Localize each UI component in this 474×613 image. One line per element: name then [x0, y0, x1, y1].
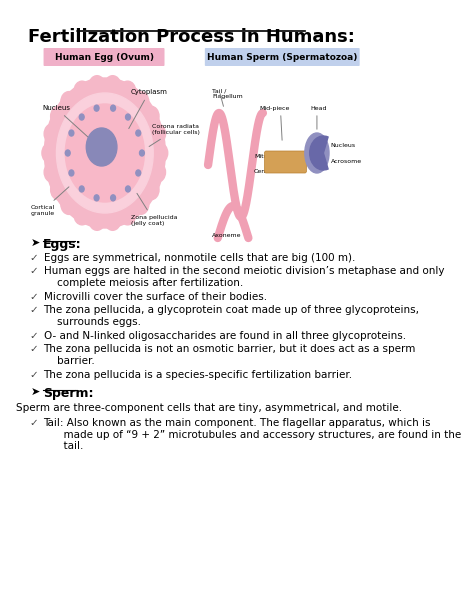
Text: Tail /
Flagellum: Tail / Flagellum — [212, 88, 243, 99]
Text: ✓: ✓ — [29, 370, 38, 380]
Circle shape — [119, 205, 136, 225]
Ellipse shape — [65, 104, 145, 202]
Text: ✓: ✓ — [29, 418, 38, 428]
Text: ✓: ✓ — [29, 344, 38, 354]
Circle shape — [51, 180, 67, 200]
Text: Fertilization Process in Humans:: Fertilization Process in Humans: — [27, 28, 355, 46]
Circle shape — [79, 114, 84, 120]
Circle shape — [149, 124, 165, 144]
Circle shape — [42, 143, 58, 163]
Circle shape — [126, 186, 130, 192]
Text: Eggs are symmetrical, nonmotile cells that are big (100 m).: Eggs are symmetrical, nonmotile cells th… — [44, 253, 355, 263]
Circle shape — [61, 91, 77, 112]
FancyBboxPatch shape — [264, 151, 307, 173]
Circle shape — [89, 210, 105, 230]
Text: Sperm:: Sperm: — [43, 387, 93, 400]
Circle shape — [149, 162, 165, 182]
Text: Human eggs are halted in the second meiotic division’s metaphase and only
    co: Human eggs are halted in the second meio… — [44, 266, 444, 287]
Circle shape — [69, 130, 74, 136]
Wedge shape — [310, 136, 328, 170]
Text: Mitochondria: Mitochondria — [254, 153, 295, 159]
Circle shape — [126, 114, 130, 120]
Ellipse shape — [305, 133, 329, 173]
Text: Corona radiata
(follicular cells): Corona radiata (follicular cells) — [149, 124, 200, 147]
Circle shape — [110, 195, 116, 201]
Text: ✓: ✓ — [29, 253, 38, 263]
Ellipse shape — [45, 78, 165, 228]
Circle shape — [94, 105, 99, 111]
Text: Acrosome: Acrosome — [331, 159, 362, 164]
Text: Zona pellucida
(jelly coat): Zona pellucida (jelly coat) — [131, 193, 177, 226]
Text: Nucleus: Nucleus — [42, 105, 95, 143]
Circle shape — [136, 130, 141, 136]
Text: Mid-piece: Mid-piece — [259, 106, 289, 111]
Circle shape — [143, 106, 159, 126]
Circle shape — [61, 194, 77, 215]
Circle shape — [152, 143, 168, 163]
Circle shape — [139, 150, 145, 156]
FancyBboxPatch shape — [205, 48, 360, 66]
Text: ✓: ✓ — [29, 292, 38, 302]
Text: Tail: Also known as the main component. The flagellar apparatus, which is
      : Tail: Also known as the main component. … — [44, 418, 461, 451]
Text: Eggs:: Eggs: — [43, 238, 82, 251]
Circle shape — [133, 194, 149, 215]
Text: Sperm are three-component cells that are tiny, asymmetrical, and motile.: Sperm are three-component cells that are… — [16, 403, 402, 413]
Circle shape — [74, 81, 90, 101]
Text: ✓: ✓ — [29, 266, 38, 276]
Text: Microvilli cover the surface of their bodies.: Microvilli cover the surface of their bo… — [44, 292, 267, 302]
Circle shape — [119, 81, 136, 101]
Circle shape — [105, 75, 121, 96]
Ellipse shape — [56, 93, 153, 213]
Circle shape — [89, 75, 105, 96]
Text: Centriole: Centriole — [254, 169, 283, 173]
Text: Nucleus: Nucleus — [331, 142, 356, 148]
Circle shape — [136, 170, 141, 176]
Text: Cytoplasm: Cytoplasm — [129, 89, 167, 129]
Circle shape — [79, 186, 84, 192]
Text: ✓: ✓ — [29, 331, 38, 341]
Circle shape — [65, 150, 70, 156]
Text: Axoneme: Axoneme — [212, 232, 242, 237]
Circle shape — [143, 180, 159, 200]
Circle shape — [133, 91, 149, 112]
Circle shape — [69, 170, 74, 176]
Text: Human Sperm (Spermatozoa): Human Sperm (Spermatozoa) — [207, 53, 357, 61]
Text: Head: Head — [310, 106, 327, 111]
Text: Human Egg (Ovum): Human Egg (Ovum) — [55, 53, 154, 61]
Text: ✓: ✓ — [29, 305, 38, 315]
Text: ➤: ➤ — [31, 238, 40, 248]
Circle shape — [110, 105, 116, 111]
Text: Cortical
granule: Cortical granule — [31, 187, 69, 216]
Circle shape — [51, 106, 67, 126]
Text: The zona pellucida is not an osmotic barrier, but it does act as a sperm
    bar: The zona pellucida is not an osmotic bar… — [44, 344, 416, 365]
Text: The zona pellucida, a glycoprotein coat made up of three glycoproteins,
    surr: The zona pellucida, a glycoprotein coat … — [44, 305, 419, 327]
Circle shape — [74, 205, 90, 225]
Text: The zona pellucida is a species-specific fertilization barrier.: The zona pellucida is a species-specific… — [44, 370, 353, 380]
Circle shape — [44, 162, 60, 182]
Text: O- and N-linked oligosaccharides are found in all three glycoproteins.: O- and N-linked oligosaccharides are fou… — [44, 331, 406, 341]
FancyBboxPatch shape — [44, 48, 164, 66]
Ellipse shape — [86, 128, 117, 166]
Text: ➤: ➤ — [31, 387, 40, 397]
Circle shape — [94, 195, 99, 201]
Circle shape — [44, 124, 60, 144]
Circle shape — [105, 210, 121, 230]
